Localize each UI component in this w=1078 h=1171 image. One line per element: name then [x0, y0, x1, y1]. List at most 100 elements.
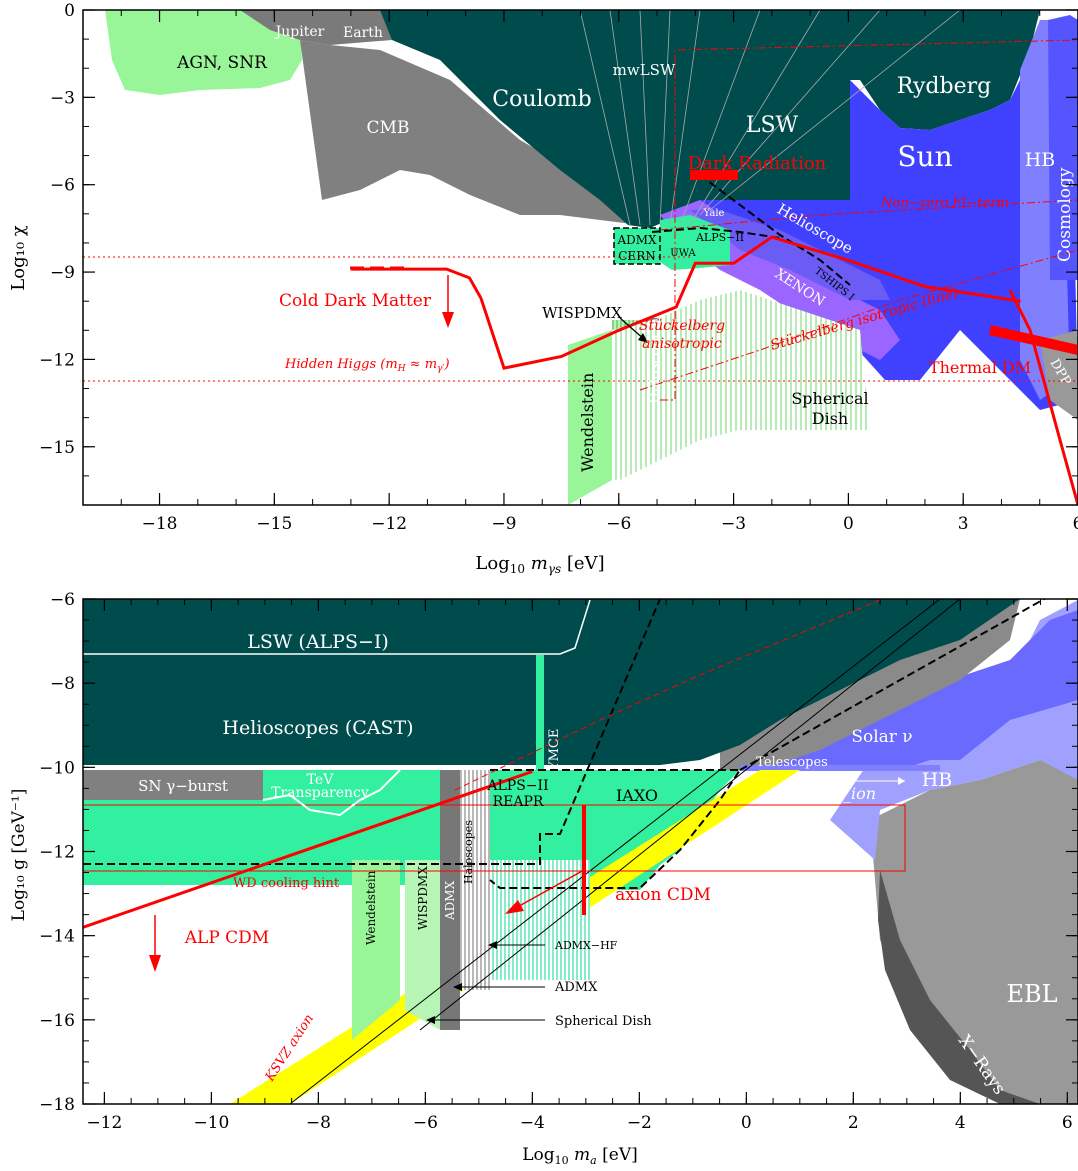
label-admx-2: ADMX [443, 880, 457, 921]
label-alps2-2: ALPS−II [486, 778, 548, 794]
label-lsw: LSW [746, 113, 799, 138]
label-sn-burst: SN γ−burst [138, 777, 228, 795]
label-rydberg: Rydberg [897, 74, 991, 99]
x-tick-label: 0 [843, 514, 854, 534]
y-tick-label: −6 [50, 590, 75, 610]
alp-arrow-head [149, 955, 161, 972]
label-earth: Earth [343, 25, 383, 41]
x-tick-label: 0 [741, 1113, 752, 1133]
label-reapr: REAPR [493, 794, 544, 810]
label-hb: HB [1025, 149, 1056, 171]
alp-cdm-line [83, 770, 533, 929]
pointer-head-3 [426, 1016, 435, 1024]
fi-term-line [659, 199, 1078, 231]
x-tick-label: −3 [721, 514, 746, 534]
label-mwlsw: mwLSW [613, 61, 676, 79]
label-jupiter: Jupiter [274, 24, 325, 40]
label-wendelstein: Wendelstein [578, 373, 597, 472]
region-helioscopes [83, 599, 1020, 765]
y-tick-label: −3 [50, 88, 75, 108]
tships-dashed [699, 174, 851, 286]
region-sun [690, 20, 1078, 410]
label-cmb: CMB [367, 118, 410, 138]
x-tick-label: −8 [306, 1113, 331, 1133]
x-tick-label: −10 [193, 1113, 229, 1133]
region-cosmology [1048, 15, 1078, 280]
region-haloscope-lines [490, 860, 590, 980]
label-wispdmx: WISPDMX [542, 304, 622, 322]
label-alp-cdm: ALP CDM [184, 928, 269, 948]
ksvz-line-2 [419, 599, 961, 1031]
mwlsw-lines [579, 10, 961, 226]
region-wispdmx-2 [405, 860, 440, 1030]
y-tick-label: −9 [50, 263, 75, 283]
label-thermal-dm: Thermal DM [929, 358, 1031, 377]
x-ion-head-r [898, 777, 905, 785]
axion-cdm-arrow-head [505, 900, 524, 914]
label-ymce: YMCE [547, 729, 562, 771]
axis-ticks-1: −18 −15 −12 −9 −6 −3 0 3 6 0 −3 −6 −9 −12 −15 [39, 1, 1078, 534]
region-wendelstein-2 [352, 860, 400, 1040]
axion-panel: LSW (ALPS−I) Helioscopes (CAST) YMCE SN … [9, 590, 1078, 1167]
x-tick-label: −9 [491, 514, 516, 534]
label-axion-cdm: axion CDM [615, 885, 711, 905]
x-tick-label: −6 [606, 514, 631, 534]
alp-cdm-dashed [454, 599, 881, 791]
label-fi-term: Non−zero FI−term [880, 196, 1009, 211]
x-tick-label: −15 [256, 514, 292, 534]
label-admx-hf: ADMX−HF [554, 939, 618, 952]
label-spherical: Spherical [791, 389, 868, 408]
x-ion-head-l [805, 777, 812, 785]
ksvz-dashed [739, 599, 1047, 771]
label-cold-dark-matter: Cold Dark Matter [279, 291, 432, 311]
label-cosmology: Cosmology [1055, 167, 1075, 262]
label-lsw-alps: LSW (ALPS−I) [247, 631, 389, 653]
region-admx-cern [614, 228, 660, 264]
y-tick-label: −18 [39, 1095, 75, 1115]
y-tick-label: −8 [50, 674, 75, 694]
y-tick-label: −10 [39, 758, 75, 778]
label-solar-nu: Solar ν [851, 727, 912, 747]
label-telescopes: Telescopes [756, 755, 828, 770]
label-dish: Dish [812, 409, 848, 428]
label-alps2: ALPS−II [695, 231, 744, 244]
label-wendelstein-2: Wendelstein [364, 870, 378, 945]
label-dark-radiation: Dark Radiation [688, 153, 827, 174]
region-coulomb [380, 10, 1040, 228]
x-tick-label: 2 [848, 1113, 859, 1133]
x-axis-label-1: Log10 mγs [eV] [475, 553, 604, 576]
y-tick-label: −12 [39, 843, 75, 863]
x-axis-label-2: Log10 ma [eV] [522, 1145, 638, 1167]
cdm-curve [350, 235, 1021, 370]
label-transparency: Transparency [271, 785, 369, 801]
region-sn-burst [83, 770, 263, 800]
region-jupiter-earth [240, 10, 400, 45]
x-tick-label: −6 [413, 1113, 438, 1133]
x-tick-label: −12 [371, 514, 407, 534]
axion-cdm-arrow [511, 869, 585, 911]
dark-radiation-bar [690, 170, 738, 180]
x-tick-label: 6 [1062, 1113, 1073, 1133]
label-helioscopes-cast: Helioscopes (CAST) [222, 717, 413, 739]
hidden-photon-panel: AGN, SNR Jupiter Earth CMB Coulomb mwLSW… [8, 1, 1078, 576]
label-hb-2: HB [922, 769, 953, 791]
x-tick-label: −2 [627, 1113, 652, 1133]
region-wendelstein [568, 330, 612, 505]
label-haloscopes: Haloscopes [647, 323, 663, 404]
region-teal-band-2 [83, 835, 640, 860]
label-haloscopes-2: Haloscopes [462, 820, 475, 884]
label-cern: CERN [618, 249, 655, 263]
label-spherical-dish: Spherical Dish [555, 1014, 652, 1029]
region-ymce [536, 655, 544, 785]
iaxo-boundary [83, 599, 661, 865]
label-sun: Sun [897, 140, 952, 173]
x-tick-label: −12 [86, 1113, 122, 1133]
label-yale: Yale [703, 208, 725, 219]
region-telescopes [740, 765, 940, 771]
thermal-dm-edge [1008, 289, 1078, 505]
label-wispdmx-2: WISPDMX [416, 866, 430, 930]
ksvz-line-1 [289, 599, 941, 1104]
y-tick-label: 0 [64, 1, 75, 21]
y-tick-label: −12 [39, 350, 75, 370]
label-coulomb: Coulomb [492, 87, 591, 112]
